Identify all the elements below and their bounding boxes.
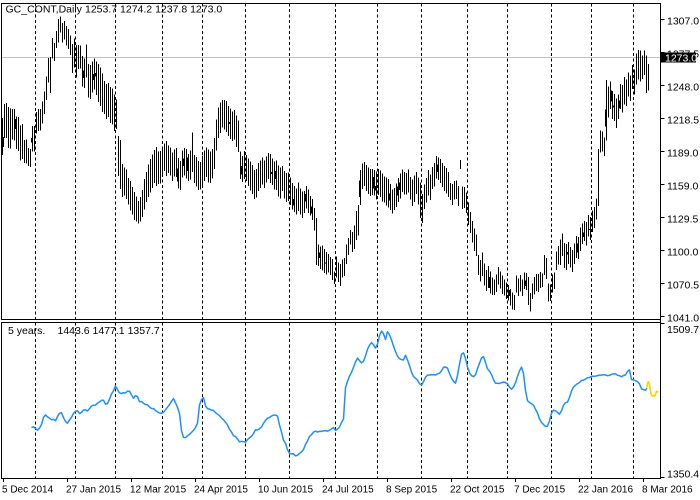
svg-text:24 Jul 2015: 24 Jul 2015	[322, 485, 374, 496]
svg-text:12 Mar 2015: 12 Mar 2015	[130, 485, 187, 496]
svg-text:1509.7: 1509.7	[667, 324, 699, 336]
svg-text:1159.0: 1159.0	[667, 180, 698, 192]
svg-text:8 Sep 2015: 8 Sep 2015	[386, 485, 438, 496]
svg-text:1253.7 1274.2 1237.8 1273.0: 1253.7 1274.2 1237.8 1273.0	[85, 3, 222, 15]
svg-text:1273.0: 1273.0	[665, 53, 697, 65]
svg-text:5 Dec 2014: 5 Dec 2014	[2, 485, 54, 496]
svg-text:1218.5: 1218.5	[667, 114, 699, 126]
svg-text:7 Dec 2015: 7 Dec 2015	[514, 485, 566, 496]
svg-text:24 Apr 2015: 24 Apr 2015	[194, 485, 248, 496]
svg-text:1350.4: 1350.4	[667, 468, 699, 480]
svg-text:1070.5: 1070.5	[667, 279, 699, 291]
svg-text:1307.0: 1307.0	[667, 15, 699, 27]
svg-text:1129.5: 1129.5	[667, 213, 698, 225]
svg-text:22 Jan 2016: 22 Jan 2016	[578, 485, 633, 496]
svg-text:10 Jun 2015: 10 Jun 2015	[258, 485, 313, 496]
svg-text:22 Oct 2015: 22 Oct 2015	[450, 485, 505, 496]
svg-text:1041.0: 1041.0	[667, 312, 699, 324]
svg-text:GC_CONT,Daily: GC_CONT,Daily	[6, 3, 83, 15]
svg-text:1443.6 1477.1 1357.7: 1443.6 1477.1 1357.7	[58, 325, 160, 337]
svg-text:1100.0: 1100.0	[667, 246, 698, 258]
svg-text:8 Mar 2016: 8 Mar 2016	[642, 485, 693, 496]
svg-text:5 years.: 5 years.	[8, 325, 45, 337]
svg-text:27 Jan 2015: 27 Jan 2015	[66, 485, 121, 496]
svg-text:1248.0: 1248.0	[667, 81, 699, 93]
svg-text:1189.0: 1189.0	[667, 147, 698, 159]
